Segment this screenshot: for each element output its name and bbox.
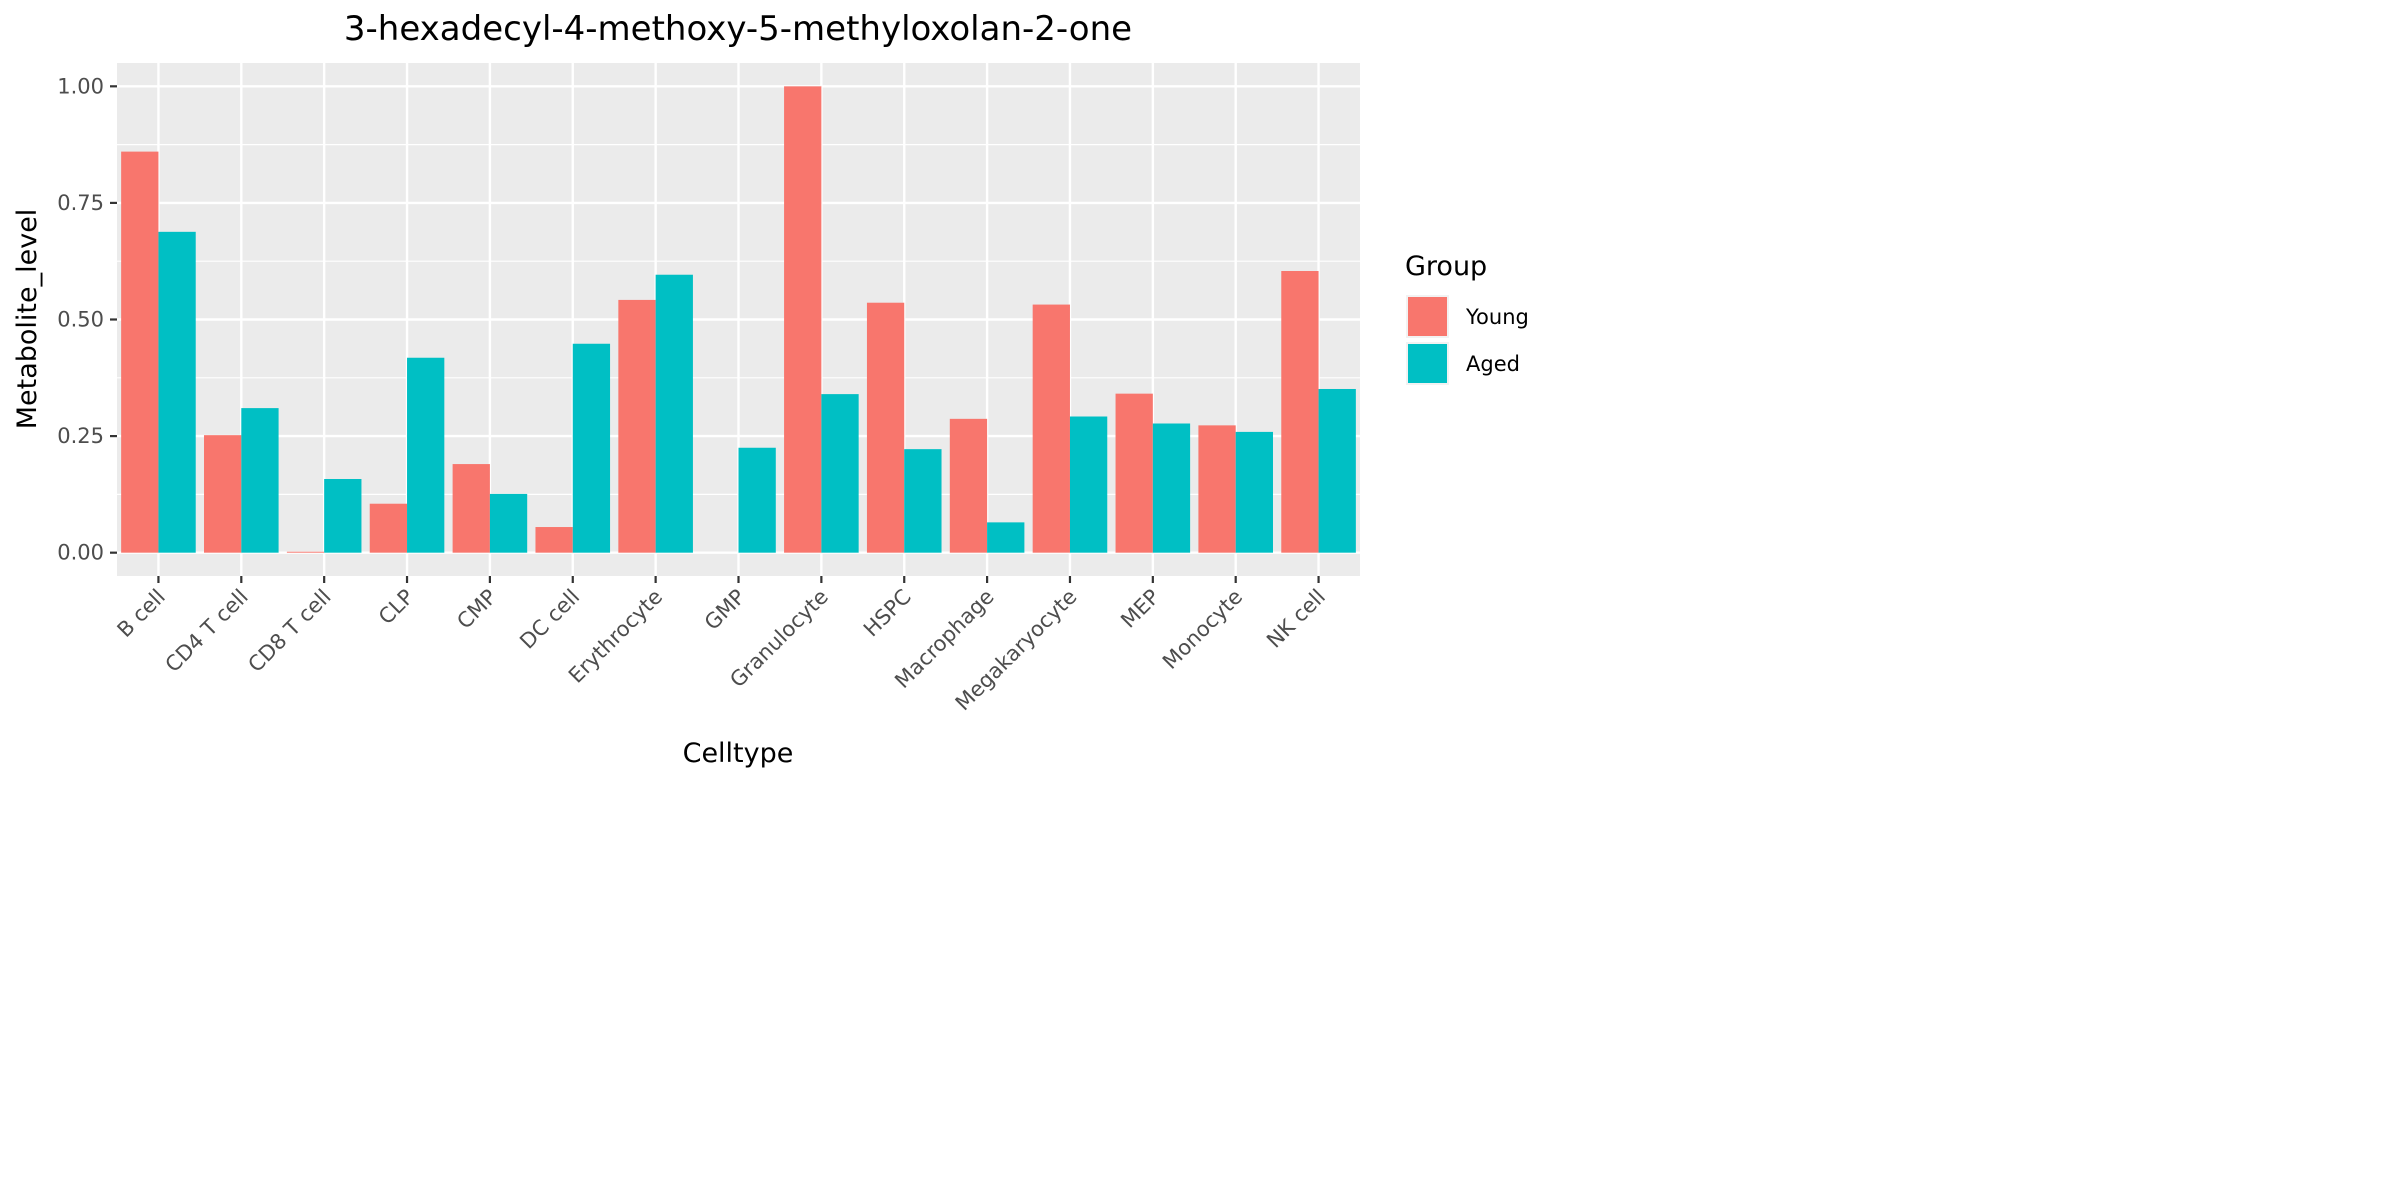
bar-young-megakaryocyte <box>1032 304 1070 553</box>
bar-young-monocyte <box>1198 425 1236 553</box>
bar-aged-macrophage <box>987 522 1025 553</box>
bar-young-dc-cell <box>535 527 573 553</box>
x-tick-label: MEP <box>1116 585 1164 633</box>
y-tick-label: 0.50 <box>57 308 104 332</box>
bar-young-mep <box>1115 393 1153 553</box>
x-tick-label: CLP <box>374 585 419 630</box>
bar-aged-cmp <box>489 493 528 553</box>
y-tick-label: 0.00 <box>57 541 104 565</box>
chart-root: 3-hexadecyl-4-methoxy-5-methyloxolan-2-o… <box>0 0 1545 773</box>
bar-young-erythrocyte <box>618 299 656 553</box>
x-tick-label: CD4 T cell <box>161 585 253 677</box>
bar-young-macrophage <box>949 418 988 553</box>
bar-young-b-cell <box>121 151 159 553</box>
bar-aged-erythrocyte <box>655 274 693 553</box>
bar-aged-hspc <box>904 449 942 553</box>
y-tick-label: 0.25 <box>57 424 104 448</box>
bar-aged-clp <box>407 357 445 553</box>
bar-aged-megakaryocyte <box>1069 416 1108 553</box>
bar-aged-mep <box>1152 423 1191 553</box>
chart-title: 3-hexadecyl-4-methoxy-5-methyloxolan-2-o… <box>344 9 1132 49</box>
bar-young-granulocyte <box>784 86 822 553</box>
bar-aged-cd4-t-cell <box>241 408 279 553</box>
bar-aged-gmp <box>738 447 776 553</box>
bar-aged-dc-cell <box>572 343 611 553</box>
x-tick-label: CD8 T cell <box>243 585 335 677</box>
bar-young-nk-cell <box>1281 270 1319 553</box>
x-tick-label: CMP <box>452 585 501 634</box>
x-tick-label: Monocyte <box>1158 585 1247 674</box>
bar-young-clp <box>369 503 408 553</box>
legend-title: Group <box>1405 251 1487 282</box>
bar-young-cd4-t-cell <box>204 435 242 553</box>
x-tick-label: HSPC <box>859 585 916 642</box>
x-tick-label: DC cell <box>515 585 584 654</box>
x-tick-label: B cell <box>113 585 170 642</box>
legend-swatch-young <box>1408 297 1447 336</box>
bar-young-cd8-t-cell <box>286 551 325 553</box>
y-tick-label: 1.00 <box>57 74 104 98</box>
legend: Group Young Aged <box>1405 251 1529 385</box>
bar-aged-cd8-t-cell <box>324 478 362 553</box>
y-tick-label: 0.75 <box>57 191 104 215</box>
bar-aged-monocyte <box>1235 431 1273 553</box>
bar-aged-nk-cell <box>1318 388 1356 553</box>
bar-aged-granulocyte <box>821 394 859 553</box>
legend-swatch-aged <box>1408 344 1447 383</box>
bar-young-cmp <box>452 464 490 553</box>
bar-young-hspc <box>866 302 905 553</box>
x-tick-label: NK cell <box>1262 585 1330 653</box>
x-tick-label: GMP <box>700 585 750 635</box>
bar-layer <box>121 86 1356 553</box>
x-axis-title: Celltype <box>683 738 794 769</box>
bar-aged-b-cell <box>158 231 196 553</box>
legend-label-aged: Aged <box>1466 352 1520 376</box>
legend-label-young: Young <box>1465 305 1529 329</box>
bar-chart: 3-hexadecyl-4-methoxy-5-methyloxolan-2-o… <box>12 9 1529 769</box>
y-axis-title: Metabolite_level <box>12 209 43 430</box>
